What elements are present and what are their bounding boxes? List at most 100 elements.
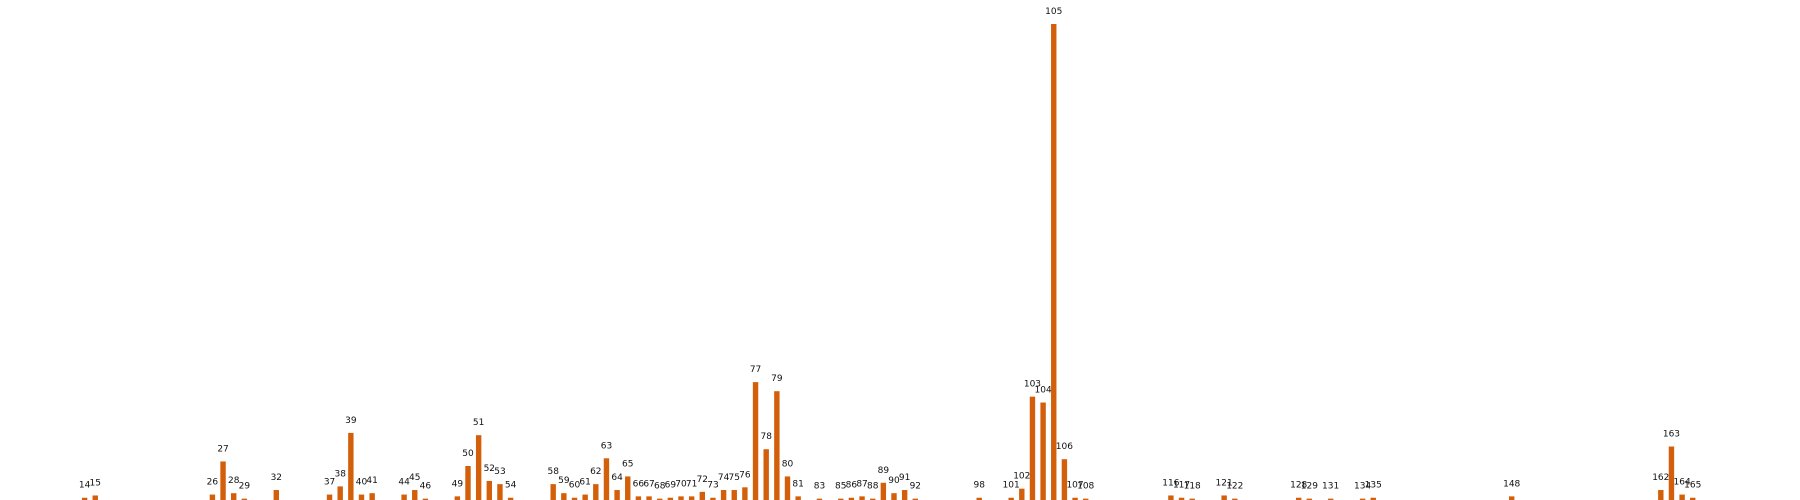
bar-label-128: 128 xyxy=(1290,481,1307,491)
bar-74 xyxy=(720,490,727,500)
bar-label-52: 52 xyxy=(484,464,495,474)
bar-label-49: 49 xyxy=(452,479,464,489)
bar-14 xyxy=(81,497,88,500)
bar-label-46: 46 xyxy=(420,482,432,492)
bar-27 xyxy=(220,461,226,500)
bar-66 xyxy=(635,496,642,500)
bar-90 xyxy=(891,493,897,500)
bar-73 xyxy=(710,497,716,500)
bar-26 xyxy=(209,494,216,500)
bar-108 xyxy=(1083,498,1089,500)
bar-label-106: 106 xyxy=(1056,442,1073,452)
bar-label-135: 135 xyxy=(1365,481,1382,491)
bar-54 xyxy=(507,497,514,500)
bar-label-29: 29 xyxy=(239,482,251,492)
bar-label-73: 73 xyxy=(707,481,718,491)
bar-label-44: 44 xyxy=(398,478,410,488)
bar-label-78: 78 xyxy=(760,432,772,442)
bar-51 xyxy=(475,435,482,500)
bar-50 xyxy=(465,466,471,500)
bar-81 xyxy=(795,496,801,500)
bar-37 xyxy=(326,494,333,500)
bar-label-102: 102 xyxy=(1013,472,1030,482)
bar-label-88: 88 xyxy=(867,482,879,492)
bar-label-40: 40 xyxy=(356,478,368,488)
bar-label-122: 122 xyxy=(1226,482,1243,492)
bar-label-45: 45 xyxy=(409,473,420,483)
bar-label-59: 59 xyxy=(558,476,570,486)
bar-29 xyxy=(241,498,248,500)
bar-label-63: 63 xyxy=(601,441,612,451)
bar-label-53: 53 xyxy=(494,467,505,477)
bar-67 xyxy=(646,496,652,500)
bar-163 xyxy=(1668,446,1675,500)
bar-label-108: 108 xyxy=(1077,482,1094,492)
bar-44 xyxy=(401,494,407,500)
bar-label-134: 134 xyxy=(1354,482,1371,492)
bar-label-89: 89 xyxy=(878,466,890,476)
bar-label-68: 68 xyxy=(654,482,666,492)
bar-label-91: 91 xyxy=(899,473,910,483)
bar-71 xyxy=(688,496,695,500)
bar-41 xyxy=(369,493,375,500)
bar-label-164: 164 xyxy=(1674,478,1691,488)
bar-46 xyxy=(422,498,429,500)
bar-label-64: 64 xyxy=(611,473,623,483)
bar-label-85: 85 xyxy=(835,482,846,492)
bar-label-60: 60 xyxy=(569,481,581,491)
bar-38 xyxy=(337,486,343,500)
bar-label-98: 98 xyxy=(973,481,985,491)
bar-label-76: 76 xyxy=(739,470,751,480)
bar-label-79: 79 xyxy=(771,374,783,384)
bar-label-71: 71 xyxy=(686,479,697,489)
bar-129 xyxy=(1306,498,1313,500)
bar-label-75: 75 xyxy=(729,473,740,483)
bar-102 xyxy=(1019,488,1025,500)
bar-53 xyxy=(497,484,503,500)
bars-group xyxy=(81,24,1696,500)
bar-label-83: 83 xyxy=(814,482,825,492)
bar-121 xyxy=(1221,495,1227,500)
bar-label-54: 54 xyxy=(505,481,517,491)
bar-label-162: 162 xyxy=(1652,473,1669,483)
bar-label-121: 121 xyxy=(1216,478,1233,488)
bar-88 xyxy=(870,498,876,500)
bar-label-90: 90 xyxy=(888,476,900,486)
bar-78 xyxy=(763,449,769,500)
bar-118 xyxy=(1189,498,1195,500)
bar-60 xyxy=(571,497,578,500)
bar-label-104: 104 xyxy=(1035,386,1052,396)
bar-49 xyxy=(454,496,461,500)
bar-92 xyxy=(912,498,918,500)
bar-label-65: 65 xyxy=(622,459,633,469)
bar-72 xyxy=(699,491,705,500)
bar-128 xyxy=(1296,497,1302,500)
bar-89 xyxy=(880,482,887,500)
bar-label-51: 51 xyxy=(473,418,484,428)
bar-76 xyxy=(742,487,748,500)
bar-40 xyxy=(358,494,365,500)
bar-59 xyxy=(561,493,567,500)
bar-label-129: 129 xyxy=(1301,482,1318,492)
bar-label-26: 26 xyxy=(207,478,219,488)
bar-52 xyxy=(486,480,492,500)
bar-label-66: 66 xyxy=(633,479,645,489)
bar-80 xyxy=(784,476,791,500)
bar-15 xyxy=(92,495,98,500)
bar-101 xyxy=(1008,497,1014,500)
bar-68 xyxy=(657,498,663,500)
bar-85 xyxy=(838,498,844,500)
bar-label-38: 38 xyxy=(334,469,346,479)
bar-164 xyxy=(1679,494,1685,500)
bar-148 xyxy=(1509,496,1515,500)
bar-label-14: 14 xyxy=(79,481,91,491)
bar-label-77: 77 xyxy=(750,365,761,375)
bar-label-70: 70 xyxy=(675,479,687,489)
bar-label-107: 107 xyxy=(1066,481,1083,491)
bar-107 xyxy=(1072,497,1078,500)
bar-label-61: 61 xyxy=(579,478,590,488)
bar-label-69: 69 xyxy=(665,481,677,491)
bar-63 xyxy=(603,458,610,500)
